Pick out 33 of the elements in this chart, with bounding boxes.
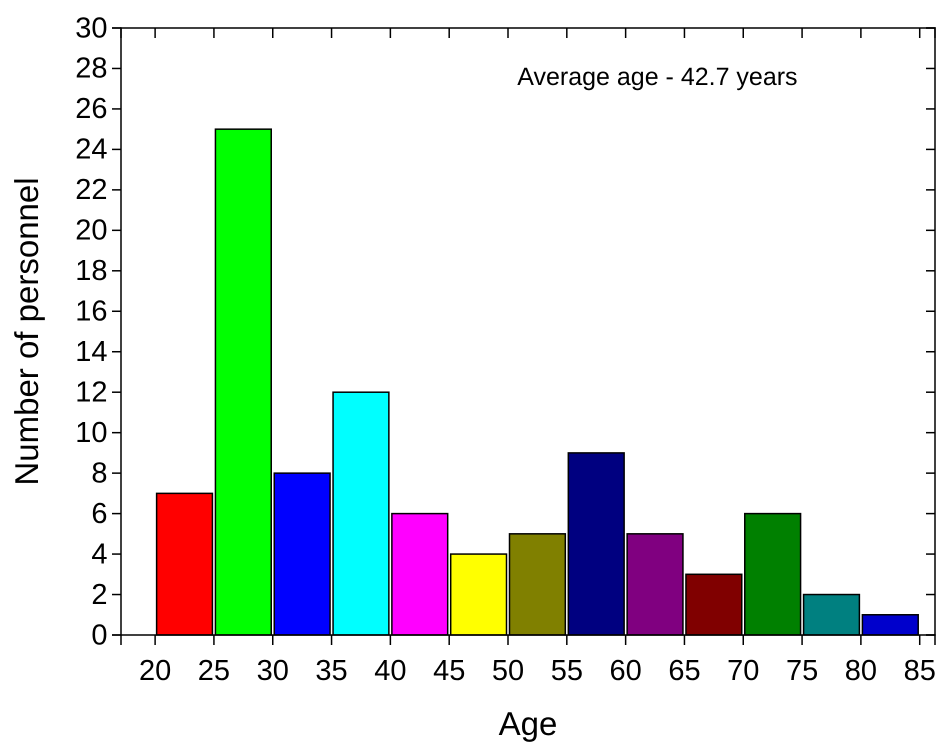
y-tick-label: 24 <box>75 134 108 166</box>
y-tick-label: 4 <box>91 538 108 570</box>
x-tick-label: 60 <box>610 654 642 687</box>
y-tick-label: 26 <box>75 93 108 126</box>
x-axis-title: Age <box>498 705 558 742</box>
y-tick-label: 30 <box>75 12 108 44</box>
x-tick-label: 65 <box>668 654 701 687</box>
y-tick-label: 14 <box>75 336 108 368</box>
x-tick-label: 40 <box>374 654 407 687</box>
x-tick-label: 75 <box>786 654 818 687</box>
y-tick-label: 10 <box>75 416 108 449</box>
y-tick-label: 20 <box>75 214 108 247</box>
x-tick-label: 55 <box>550 654 583 687</box>
x-tick-label: 50 <box>492 654 524 687</box>
x-tick-label: 25 <box>198 654 230 687</box>
x-tick-label: 70 <box>727 654 760 687</box>
y-tick-label: 0 <box>91 619 108 652</box>
x-tick-label: 35 <box>315 654 348 687</box>
x-tick-label: 45 <box>433 654 466 687</box>
y-tick-label: 16 <box>75 296 108 328</box>
x-tick-label: 85 <box>904 654 936 687</box>
x-tick-label: 30 <box>256 654 289 687</box>
x-tick-label: 80 <box>844 654 878 687</box>
y-tick-label: 6 <box>91 498 108 530</box>
y-tick-label: 22 <box>75 174 108 206</box>
y-axis-title: Number of personnel <box>8 177 45 486</box>
y-tick-label: 18 <box>75 255 108 288</box>
annotation: Average age - 42.7 years <box>517 63 798 91</box>
y-tick-label: 12 <box>75 376 108 408</box>
y-tick-label: 28 <box>75 52 108 85</box>
x-tick-label: 20 <box>138 654 172 687</box>
y-tick-label: 2 <box>91 578 108 611</box>
y-tick-label: 8 <box>91 457 108 490</box>
